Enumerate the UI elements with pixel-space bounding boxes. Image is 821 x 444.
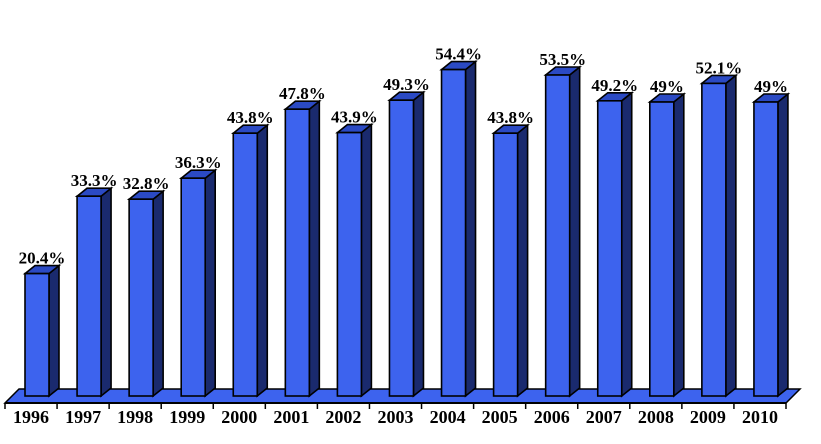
- value-label-2005: 43.8%: [487, 108, 534, 127]
- bar-side-face: [568, 65, 581, 398]
- bar-2005: [491, 123, 530, 398]
- value-label-1998: 32.8%: [123, 174, 170, 193]
- bar-front-face: [388, 99, 415, 397]
- bar-front-face: [232, 132, 259, 397]
- bar-2010: [751, 92, 791, 398]
- bar-1999: [178, 168, 218, 398]
- x-axis-label-2000: 2000: [221, 407, 257, 427]
- bar-side-face: [152, 189, 164, 398]
- x-axis-label-1997: 1997: [65, 407, 101, 427]
- bar-2007: [595, 91, 635, 398]
- bar-front-face: [492, 132, 519, 397]
- bar-2000: [230, 123, 270, 398]
- x-axis-label-2008: 2008: [638, 407, 674, 427]
- bar-2004: [439, 59, 478, 398]
- value-label-1996: 20.4%: [19, 249, 66, 268]
- bar-side-face: [412, 90, 425, 398]
- bar-1997: [74, 186, 114, 398]
- bar-1998: [126, 189, 166, 398]
- bar-front-face: [596, 100, 623, 397]
- bar-front-face: [76, 195, 102, 397]
- x-axis-label-2002: 2002: [325, 407, 361, 427]
- bar-side-face: [725, 73, 737, 398]
- bar-front-face: [701, 82, 727, 397]
- bar-side-face: [308, 99, 321, 398]
- bar-1996: [22, 263, 62, 398]
- value-label-2009: 52.1%: [696, 58, 743, 77]
- bar-2009: [699, 73, 739, 398]
- x-axis-label-2009: 2009: [690, 407, 726, 427]
- bar-side-face: [360, 122, 373, 398]
- bar-front-face: [440, 68, 467, 397]
- x-axis-label-2010: 2010: [742, 407, 778, 427]
- x-axis-label-1998: 1998: [117, 407, 153, 427]
- x-axis-label-1999: 1999: [169, 407, 205, 427]
- x-axis-label-2001: 2001: [273, 407, 309, 427]
- bar-2008: [647, 92, 687, 398]
- x-axis-label-2004: 2004: [430, 407, 466, 427]
- x-axis-label-2005: 2005: [482, 407, 518, 427]
- bar-side-face: [777, 92, 789, 398]
- x-axis-label-2006: 2006: [534, 407, 570, 427]
- value-label-1999: 36.3%: [175, 153, 222, 172]
- bar-side-face: [204, 168, 216, 398]
- x-axis-label-1996: 1996: [13, 407, 49, 427]
- value-label-2007: 49.2%: [591, 76, 638, 95]
- value-label-2003: 49.3%: [383, 75, 430, 94]
- x-axis-label-2003: 2003: [378, 407, 414, 427]
- bar-front-face: [753, 101, 779, 397]
- value-label-2004: 54.4%: [435, 45, 482, 64]
- bar-front-face: [544, 74, 571, 397]
- x-axis-label-2007: 2007: [586, 407, 622, 427]
- value-label-2010: 49%: [754, 77, 788, 96]
- bar-side-face: [100, 186, 112, 398]
- bar-front-face: [648, 101, 675, 397]
- bar-front-face: [128, 198, 154, 397]
- bar-2003: [387, 90, 426, 398]
- bar-side-face: [672, 92, 685, 398]
- bar-front-face: [336, 131, 363, 397]
- bar-side-face: [620, 91, 633, 398]
- bar-2001: [283, 99, 322, 398]
- bar-2002: [335, 122, 374, 398]
- value-label-2000: 43.8%: [227, 108, 274, 127]
- bar-side-face: [48, 263, 60, 398]
- value-label-2002: 43.9%: [331, 108, 378, 127]
- bar-side-face: [464, 59, 477, 398]
- value-label-2001: 47.8%: [279, 84, 326, 103]
- bar-front-face: [24, 272, 50, 397]
- bar-2006: [543, 65, 582, 398]
- bar-front-face: [284, 108, 311, 397]
- bar-front-face: [180, 177, 206, 397]
- value-label-1997: 33.3%: [71, 171, 118, 190]
- value-label-2006: 53.5%: [539, 50, 586, 69]
- value-label-2008: 49%: [650, 77, 684, 96]
- bar-side-face: [516, 123, 529, 398]
- bar-side-face: [256, 123, 269, 398]
